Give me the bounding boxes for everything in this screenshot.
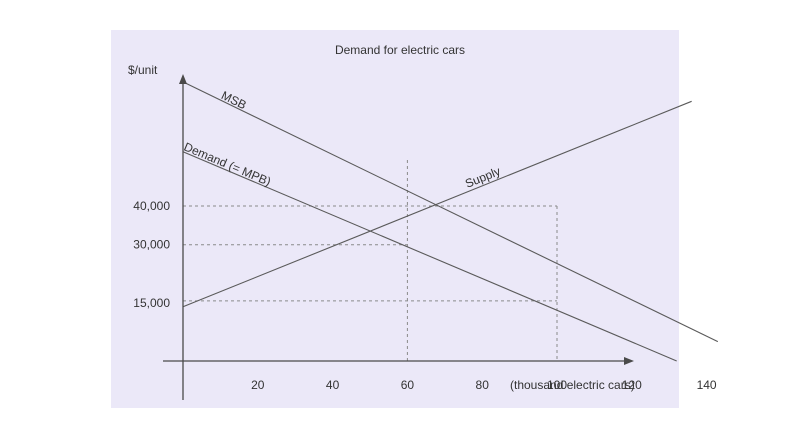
x-tick-label: 140 xyxy=(697,378,717,392)
x-axis-label: (thousand electric cars) xyxy=(510,378,635,392)
series-line xyxy=(182,151,677,362)
x-tick-label: 40 xyxy=(326,378,340,392)
guide-lines xyxy=(183,160,558,361)
series-label: Demand (= MPB) xyxy=(182,140,273,189)
y-tick-labels: 15,000 30,000 40,000 xyxy=(133,199,170,310)
y-axis-arrow xyxy=(179,74,187,84)
y-tick-label: 40,000 xyxy=(133,199,170,213)
y-tick-label: 15,000 xyxy=(133,296,170,310)
x-tick-label: 80 xyxy=(476,378,490,392)
x-axis-arrow xyxy=(624,357,634,365)
series-lines xyxy=(182,81,719,362)
x-tick-label: 120 xyxy=(622,378,642,392)
y-axis-label: $/unit xyxy=(128,63,158,77)
series-line xyxy=(182,81,719,343)
series-label: MSB xyxy=(219,88,249,112)
x-tick-label: 20 xyxy=(251,378,265,392)
y-tick-label: 30,000 xyxy=(133,238,170,252)
series-line xyxy=(182,100,692,308)
axes xyxy=(163,74,634,400)
x-tick-label: 100 xyxy=(547,378,567,392)
x-tick-label: 60 xyxy=(401,378,415,392)
series-labels: MSB Demand (= MPB) Supply xyxy=(182,88,503,191)
series-label: Supply xyxy=(463,164,502,191)
chart-title: Demand for electric cars xyxy=(335,43,465,57)
x-tick-labels: 20 40 60 80 100 120 140 xyxy=(251,378,717,392)
